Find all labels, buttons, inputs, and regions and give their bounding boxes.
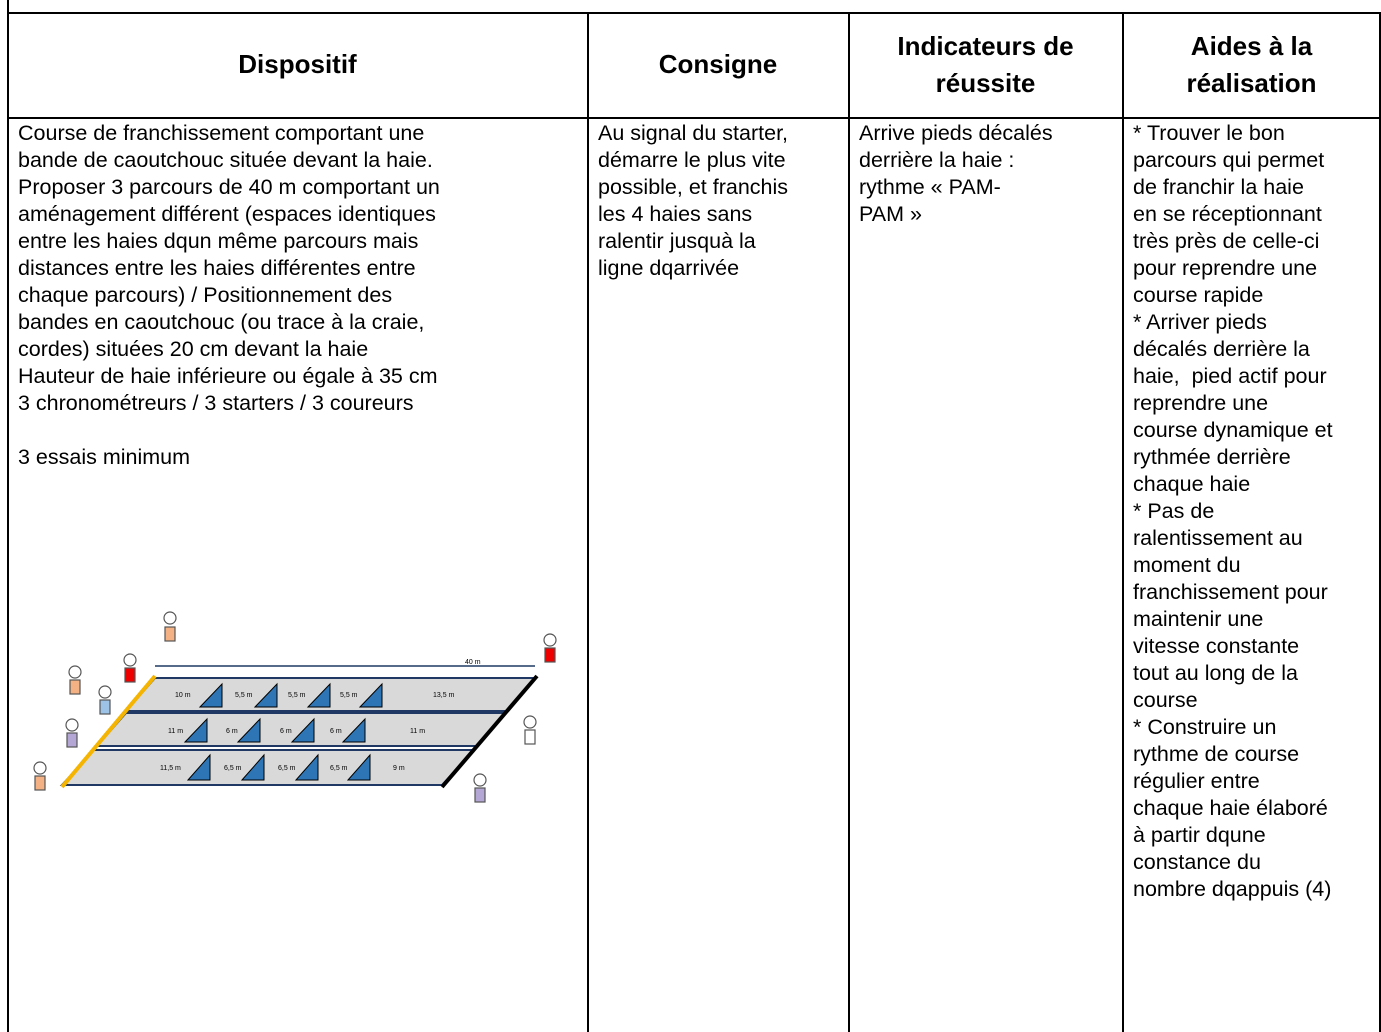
distance-label: 6,5 m	[224, 765, 242, 772]
cell-text: 3 essais minimum	[18, 445, 191, 469]
cell-text: en se réceptionnant	[1133, 202, 1322, 226]
runners	[33, 611, 557, 803]
hurdles	[183, 682, 383, 781]
distance-label: 11,5 m	[160, 765, 181, 772]
cell-text: nombre dqappuis (4)	[1133, 877, 1332, 901]
cell-text: course dynamique et	[1133, 418, 1333, 442]
cell-text: distances entre les haies différentes en…	[18, 256, 416, 280]
cell-text: régulier entre	[1133, 769, 1260, 793]
cell-text: décalés derrière la	[1133, 337, 1310, 361]
cell-text: démarre le plus vite	[598, 148, 786, 172]
header-cell: Indicateurs de	[897, 31, 1074, 61]
distance-label: 11 m	[168, 728, 183, 735]
distance-label: 9 m	[393, 765, 405, 772]
header-cell: réalisation	[1186, 68, 1317, 98]
cell-text: tout au long de la	[1133, 661, 1298, 685]
cell-text: * Pas de	[1133, 499, 1215, 523]
cell-text: très près de celle-ci	[1133, 229, 1320, 253]
cell-text: ralentir jusquà la	[598, 229, 756, 253]
track	[59, 665, 539, 789]
distance-label: 40 m	[465, 659, 481, 666]
distance-label: 6,5 m	[278, 765, 296, 772]
header-cell: Aides à la	[1190, 31, 1313, 61]
cell-text: à partir dqune	[1133, 823, 1266, 847]
cell-text: cordes) situées 20 cm devant la haie	[18, 337, 369, 361]
cell-text: derrière la haie :	[859, 148, 1015, 172]
cell-text: reprendre une	[1133, 391, 1269, 415]
distance-label: 6 m	[280, 728, 292, 735]
distance-label: 5,5 m	[288, 692, 306, 699]
cell-text: Au signal du starter,	[598, 121, 789, 145]
border	[1379, 12, 1381, 1032]
border	[848, 12, 850, 1032]
distance-label: 5,5 m	[340, 692, 358, 699]
cell-text: parcours qui permet	[1133, 148, 1325, 172]
cell-text: Proposer 3 parcours de 40 m comportant u…	[18, 175, 440, 199]
cell-text: bandes en caoutchouc (ou trace à la crai…	[18, 310, 425, 334]
distance-label: 10 m	[175, 692, 191, 699]
cell-text: * Trouver le bon	[1133, 121, 1285, 145]
border	[587, 12, 589, 1032]
distance-label: 6 m	[226, 728, 238, 735]
cell-text: haie, pied actif pour	[1133, 364, 1327, 388]
cell-text: * Construire un	[1133, 715, 1277, 739]
border	[7, 117, 1381, 119]
cell-text: chaque haie	[1133, 472, 1251, 496]
cell-text: entre les haies dqun même parcours mais	[18, 229, 419, 253]
cell-text: pour reprendre une	[1133, 256, 1318, 280]
cell-text: bande de caoutchouc située devant la hai…	[18, 148, 433, 172]
cell-text: Course de franchissement comportant une	[18, 121, 425, 145]
cell-text: rythme « PAM-	[859, 175, 1001, 199]
header-cell: Dispositif	[238, 49, 357, 79]
cell-text: * Arriver pieds	[1133, 310, 1267, 334]
cell-text: possible, et franchis	[598, 175, 789, 199]
cell-text: rythme de course	[1133, 742, 1300, 766]
distance-label: 13,5 m	[433, 692, 455, 699]
cell-text: course	[1133, 688, 1198, 712]
cell-text: franchissement pour	[1133, 580, 1328, 604]
header-cell: réussite	[935, 68, 1036, 98]
cell-text: ralentissement au	[1133, 526, 1303, 550]
cell-text: vitesse constante	[1133, 634, 1300, 658]
cell-text: moment du	[1133, 553, 1241, 577]
distance-label: 11 m	[410, 728, 425, 735]
distance-label: 6,5 m	[330, 765, 348, 772]
cell-text: maintenir une	[1133, 607, 1264, 631]
cell-text: aménagement différent (espaces identique…	[18, 202, 436, 226]
distance-label: 6 m	[330, 728, 342, 735]
illustration: 40 m 10 m 5,5 m 5,5 m 5,5 m 13,5 m 11 m 6 m 6 m 6…	[33, 611, 557, 803]
cell-text: constance du	[1133, 850, 1261, 874]
cell-text: Arrive pieds décalés	[859, 121, 1053, 145]
border	[1122, 12, 1124, 1032]
border	[7, 12, 1381, 14]
cell-text: ligne dqarrivée	[598, 256, 740, 280]
cell-text: chaque parcours) / Positionnement des	[18, 283, 393, 307]
cell-text: de franchir la haie	[1133, 175, 1304, 199]
header-cell: Consigne	[658, 49, 778, 79]
cell-text: rythmée derrière	[1133, 445, 1291, 469]
cell-text: PAM »	[859, 202, 922, 226]
distance-label: 5,5 m	[235, 692, 253, 699]
cell-text: course rapide	[1133, 283, 1264, 307]
border	[7, 0, 9, 1032]
cell-text: chaque haie élaboré	[1133, 796, 1328, 820]
cell-text: les 4 haies sans	[598, 202, 753, 226]
cell-text: Hauteur de haie inférieure ou égale à 35…	[18, 364, 438, 388]
cell-text: 3 chronométreurs / 3 starters / 3 coureu…	[18, 391, 414, 415]
